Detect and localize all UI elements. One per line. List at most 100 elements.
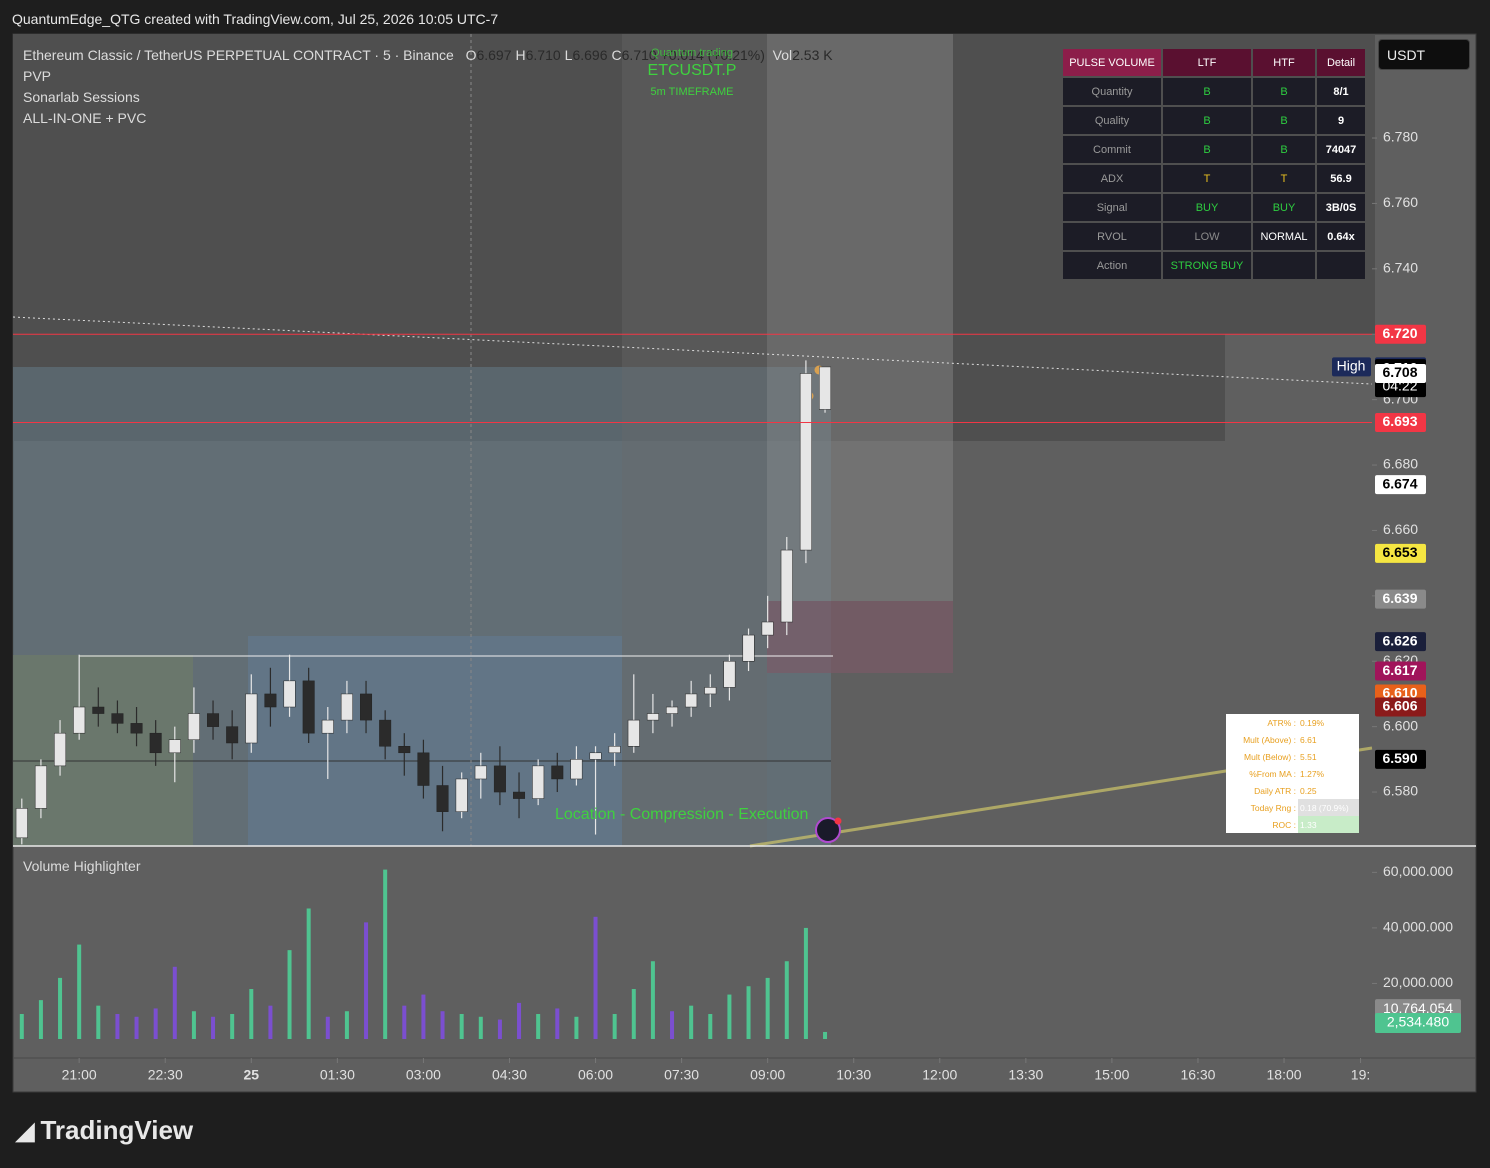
pulse-header-cell: Detail bbox=[1317, 49, 1365, 76]
x-tick-label: 10:30 bbox=[836, 1067, 871, 1083]
volume-bar bbox=[230, 1014, 235, 1039]
volume-bar bbox=[325, 1016, 330, 1039]
ohlc-key: H bbox=[515, 47, 526, 63]
candle-body bbox=[321, 719, 334, 734]
price-tag: High bbox=[1337, 358, 1366, 374]
candle-body bbox=[92, 706, 105, 714]
annotation: Location - Compression - Execution bbox=[555, 806, 809, 823]
candle-body bbox=[627, 719, 640, 747]
ohlc-value: 6.710 bbox=[525, 47, 561, 63]
wm-ticker: ETCUSDT.P bbox=[647, 62, 737, 79]
volume-bar bbox=[134, 1016, 139, 1039]
pulse-cell: 0.64x bbox=[1317, 223, 1365, 250]
candle-body bbox=[207, 713, 220, 727]
pulse-cell: B bbox=[1253, 107, 1315, 134]
candle-body bbox=[780, 549, 793, 623]
volume-bar bbox=[268, 1005, 273, 1039]
currency-button[interactable]: USDT bbox=[1378, 39, 1470, 70]
price-label: 6.674 bbox=[1382, 475, 1417, 491]
y-tick-label: 6.580 bbox=[1383, 783, 1418, 799]
y-tick-label: 6.600 bbox=[1383, 717, 1418, 733]
pulse-cell: 74047 bbox=[1317, 136, 1365, 163]
price-label-box bbox=[1375, 632, 1426, 652]
candle-body bbox=[742, 634, 755, 662]
symbol-line: Ethereum Classic / TetherUS PERPETUAL CO… bbox=[23, 45, 833, 66]
stats-key: Mult (Above) : bbox=[1243, 734, 1296, 745]
volume-bar bbox=[172, 966, 177, 1039]
volume-bar bbox=[58, 977, 63, 1039]
legend: Ethereum Classic / TetherUS PERPETUAL CO… bbox=[23, 45, 833, 129]
volume-bar bbox=[612, 1014, 617, 1039]
vol-y-tick-label: 60,000.000 bbox=[1383, 863, 1453, 879]
candle-body bbox=[532, 765, 545, 799]
volume-bar bbox=[249, 989, 254, 1039]
pulse-cell: RVOL bbox=[1063, 223, 1161, 250]
x-tick-label: 06:00 bbox=[578, 1067, 613, 1083]
price-label: 6.708 bbox=[1382, 364, 1417, 380]
candle-body bbox=[436, 785, 449, 812]
stats-row: Today Rng :0.18 (70.9%) bbox=[1226, 799, 1359, 816]
pulse-cell: B bbox=[1253, 136, 1315, 163]
alert-dot bbox=[834, 817, 842, 825]
pulse-cell: STRONG BUY bbox=[1163, 252, 1251, 279]
indicator: Sonarlab Sessions bbox=[23, 89, 140, 105]
pulse-row: Quantity B B 8/1 bbox=[1063, 78, 1365, 105]
candle-body bbox=[474, 765, 487, 780]
price-label-box bbox=[1375, 589, 1426, 609]
pulse-cell: B bbox=[1163, 107, 1251, 134]
price-label: 6.610 bbox=[1382, 685, 1417, 701]
stats-key: Mult (Below) : bbox=[1244, 751, 1296, 762]
pulse-header-cell: PULSE VOLUME bbox=[1063, 49, 1161, 76]
candle-body bbox=[283, 680, 296, 708]
vol-key: Vol bbox=[772, 47, 793, 63]
x-tick-label: 21:00 bbox=[62, 1067, 97, 1083]
candle-body bbox=[608, 746, 621, 754]
candle-body bbox=[130, 723, 143, 734]
indicator: ALL-IN-ONE + PVC bbox=[23, 110, 147, 126]
stats-value: 0.25 bbox=[1300, 785, 1317, 796]
volume-bar bbox=[555, 1008, 560, 1039]
volume-bar bbox=[402, 1005, 407, 1039]
candle-body bbox=[302, 680, 315, 734]
zone-ny bbox=[622, 34, 767, 846]
watermark: Quantum trading ETCUSDT.P 5m TIMEFRAME bbox=[622, 48, 762, 100]
candle-body bbox=[589, 752, 602, 760]
pulse-cell: 8/1 bbox=[1317, 78, 1365, 105]
stats-key: Daily ATR : bbox=[1254, 785, 1296, 796]
candle-body bbox=[379, 719, 392, 747]
stats-table: ATR% : 0.19% Mult (Above) : 6.61 Mult (Below… bbox=[1226, 714, 1359, 833]
candle-body bbox=[15, 808, 28, 839]
volume-bar bbox=[211, 1016, 216, 1039]
x-tick-label: 16:30 bbox=[1180, 1067, 1215, 1083]
symbol: Ethereum Classic / TetherUS PERPETUAL CO… bbox=[23, 47, 454, 63]
candle-body bbox=[264, 693, 277, 708]
pulse-row: Quality B B 9 bbox=[1063, 107, 1365, 134]
x-tick-label: 12:00 bbox=[922, 1067, 957, 1083]
x-tick-label: 01:30 bbox=[320, 1067, 355, 1083]
volume-bar bbox=[96, 1005, 101, 1039]
zone-target bbox=[767, 34, 953, 601]
candle-body bbox=[761, 621, 774, 636]
stats-key: Today Rng : bbox=[1250, 802, 1296, 813]
candle-body bbox=[493, 765, 506, 793]
price-label: 6.720 bbox=[1382, 325, 1417, 341]
candle-body bbox=[168, 739, 181, 754]
ohlc-value: 6.710 bbox=[621, 47, 657, 63]
stats-value: 0.19% bbox=[1300, 717, 1325, 728]
volume-bar bbox=[746, 986, 751, 1039]
volume-label: 2,534.480 bbox=[1387, 1014, 1449, 1030]
vol-y-tick-label: 40,000.000 bbox=[1383, 919, 1453, 935]
wm-timeframe: 5m TIMEFRAME bbox=[650, 86, 734, 98]
x-tick-label: 07:30 bbox=[664, 1067, 699, 1083]
change: +0.014 (+0.21%) bbox=[660, 47, 765, 63]
volume-bar bbox=[191, 1011, 196, 1039]
ohlc-key: L bbox=[564, 47, 573, 63]
y-tick-label: 6.780 bbox=[1383, 129, 1418, 145]
candle-body bbox=[551, 765, 564, 780]
replay-icon[interactable] bbox=[815, 817, 841, 843]
ohlc: O6.697 H6.710 L6.696 C6.710 bbox=[462, 47, 657, 63]
volume-bar bbox=[497, 1019, 502, 1039]
volume-bar bbox=[670, 1011, 675, 1039]
stats-key: %From MA : bbox=[1249, 768, 1296, 779]
